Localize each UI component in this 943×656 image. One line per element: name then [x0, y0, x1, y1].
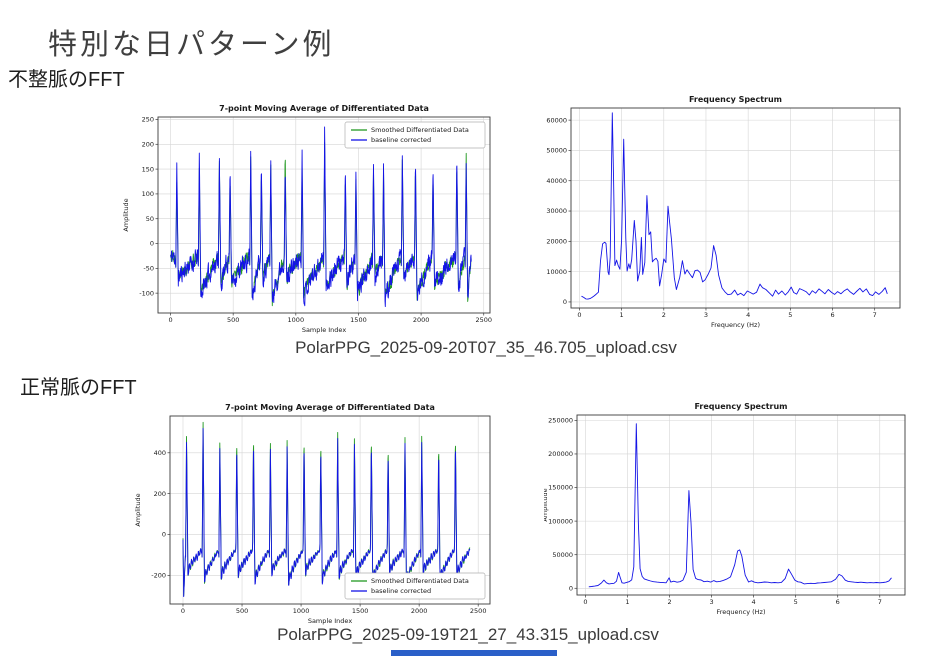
x-tick-label: 2: [667, 598, 671, 606]
x-tick-label: 500: [227, 316, 239, 324]
x-tick-label: 4: [746, 311, 750, 319]
x-tick-label: 1000: [293, 607, 310, 615]
x-tick-label: 2000: [413, 316, 430, 324]
x-axis-label: Sample Index: [302, 326, 346, 334]
y-tick-label: 400: [154, 449, 166, 457]
figure-normal-spectrum: 0 1 2 3 4 5 6 7 0 50000 100000 150000 200000 250000 Fr…: [541, 398, 916, 628]
section-label-arrhythmia: 不整脈のFFT: [8, 69, 125, 91]
y-tick-label: 60000: [546, 116, 567, 124]
y-tick-label: 0: [563, 298, 567, 306]
legend: [344, 572, 486, 600]
plot-background: [577, 415, 905, 595]
y-tick-label: 0: [162, 531, 166, 539]
y-axis-label: Amplitude: [134, 493, 142, 526]
y-tick-label: -200: [151, 572, 166, 580]
caption-arrhythmia-filename: PolarPPG_2025-09-20T07_35_46.705_upload.…: [295, 338, 677, 357]
x-tick-label: 3: [709, 598, 713, 606]
x-axis-label: Frequency (Hz): [716, 608, 765, 616]
legend-entry-label: Smoothed Differentiated Data: [371, 577, 469, 585]
y-tick-label: 50: [146, 215, 154, 223]
x-tick-label: 500: [236, 607, 248, 615]
x-tick-label: 1: [620, 311, 624, 319]
figure-arrhythmia-spectrum: 0 1 2 3 4 5 6 7 0 10000 20000 30000 40000 50000 60000 F…: [535, 92, 916, 338]
x-tick-label: 5: [788, 311, 792, 319]
plot-border: [570, 107, 901, 309]
y-tick-label: -50: [143, 265, 154, 273]
y-tick-label: 250000: [548, 417, 573, 425]
bottom-accent-bar: [391, 650, 557, 656]
x-tick-label: 6: [830, 311, 834, 319]
y-tick-label: 20000: [546, 238, 567, 246]
x-tick-label: 0: [577, 311, 581, 319]
x-tick-label: 1000: [288, 316, 305, 324]
chart-svg: 0 1 2 3 4 5 6 7 0 50000 100000 150000 200000 250000 Fr…: [541, 402, 906, 616]
series-baseline-corrected: [170, 126, 472, 308]
legend-entry-label: baseline corrected: [371, 587, 431, 595]
x-tick-label: 3: [704, 311, 708, 319]
x-tick-label: 7: [873, 311, 877, 319]
plot-border: [157, 116, 491, 314]
y-tick-label: 150000: [548, 484, 573, 492]
chart-title: Frequency Spectrum: [694, 402, 787, 411]
plot-background: [571, 108, 900, 308]
y-tick-label: 50000: [552, 551, 573, 559]
x-tick-label: 1500: [352, 607, 369, 615]
y-tick-label: 150: [142, 165, 154, 173]
x-tick-label: 1500: [350, 316, 367, 324]
legend-entry-label: Smoothed Differentiated Data: [371, 126, 469, 134]
figure-arrhythmia-timeseries: 0 500 1000 1500 2000 2500 -100 -50 0 50 100 150 200 2…: [118, 96, 512, 342]
y-axis-label: Amplitude: [544, 488, 549, 521]
section-label-normal: 正常脈のFFT: [20, 377, 137, 399]
x-tick-label: 5: [794, 598, 798, 606]
plot-border: [169, 415, 491, 605]
y-tick-label: 200000: [548, 450, 573, 458]
y-tick-label: 200: [154, 490, 166, 498]
caption-normal-filename: PolarPPG_2025-09-19T21_27_43.315_upload.…: [277, 625, 659, 644]
plot-border: [576, 414, 906, 596]
figure-normal-timeseries: 0 500 1000 1500 2000 2500 -200 0 200 400 7-point M…: [126, 402, 514, 636]
chart-title: 7-point Moving Average of Differentiated…: [219, 104, 429, 113]
x-tick-label: 4: [752, 598, 756, 606]
y-tick-label: -100: [139, 289, 154, 297]
y-tick-label: 100: [142, 190, 154, 198]
y-tick-label: 0: [569, 584, 573, 592]
y-tick-label: 50000: [546, 147, 567, 155]
chart-svg: 0 500 1000 1500 2000 2500 -100 -50 0 50 100 150 200 2…: [122, 104, 492, 334]
y-tick-label: 250: [142, 116, 154, 124]
y-tick-label: 10000: [546, 268, 567, 276]
series-spectrum: [581, 112, 888, 300]
x-tick-label: 1: [625, 598, 629, 606]
x-axis-label: Sample Index: [308, 617, 352, 625]
y-tick-label: 40000: [546, 177, 567, 185]
chart-svg: 0 500 1000 1500 2000 2500 -200 0 200 400 7-point M…: [134, 403, 491, 625]
legend-entry-label: baseline corrected: [371, 136, 431, 144]
x-tick-label: 0: [181, 607, 185, 615]
x-tick-label: 2: [662, 311, 666, 319]
y-tick-label: 30000: [546, 207, 567, 215]
y-tick-label: 0: [150, 240, 154, 248]
x-tick-label: 0: [583, 598, 587, 606]
chart-title: 7-point Moving Average of Differentiated…: [225, 403, 435, 412]
y-tick-label: 200: [142, 140, 154, 148]
x-axis-label: Frequency (Hz): [711, 321, 760, 329]
chart-svg: 0 1 2 3 4 5 6 7 0 10000 20000 30000 40000 50000 60000 F…: [535, 95, 901, 329]
x-tick-label: 2000: [411, 607, 428, 615]
x-tick-label: 2500: [475, 316, 492, 324]
y-axis-label: Amplitude: [122, 198, 130, 231]
series-spectrum: [588, 423, 892, 588]
x-tick-label: 6: [836, 598, 840, 606]
x-tick-label: 0: [168, 316, 172, 324]
x-tick-label: 7: [878, 598, 882, 606]
y-tick-label: 100000: [548, 517, 573, 525]
slide-title: 特別な日パターン例: [48, 29, 335, 62]
legend: [344, 121, 486, 149]
series-baseline-corrected: [182, 427, 471, 598]
x-tick-label: 2500: [470, 607, 487, 615]
chart-title: Frequency Spectrum: [689, 95, 782, 104]
